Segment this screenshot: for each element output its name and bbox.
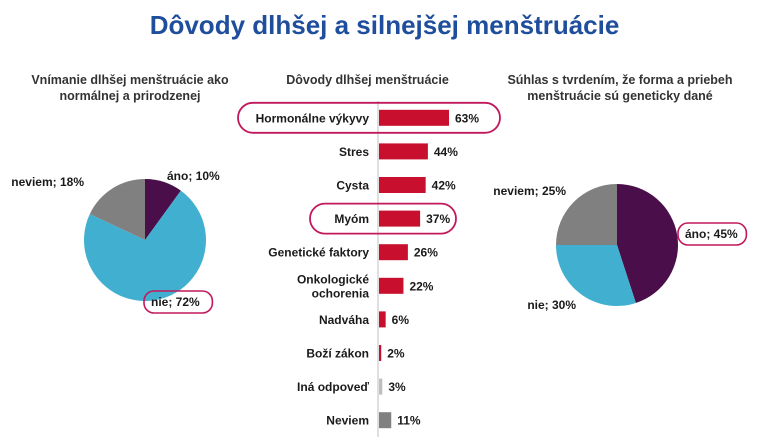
pie2-label-0: áno; 45%	[685, 227, 738, 241]
pie0-label-0: áno; 10%	[167, 169, 220, 183]
bar-highlight-hormonalne	[237, 101, 501, 134]
bar-highlight-myom	[309, 202, 457, 235]
bar-value-label-3: 37%	[426, 212, 450, 226]
bar-7	[379, 345, 382, 361]
bar-0	[379, 109, 449, 126]
bar-value-label-4: 26%	[414, 246, 438, 260]
bar-4	[379, 244, 408, 261]
bar-value-label-2: 42%	[432, 179, 456, 193]
bar-5	[379, 277, 404, 294]
page-title: Dôvody dlhšej a silnejšej menštruácie	[149, 10, 620, 40]
pie0-label-1: nie; 72%	[151, 295, 200, 309]
pie2-label-2: neviem; 25%	[493, 184, 566, 198]
bar-value-label-9: 11%	[397, 414, 421, 428]
pie0-label-2: neviem; 18%	[11, 175, 84, 189]
bar-6	[379, 311, 386, 328]
bar-value-label-7: 2%	[387, 347, 405, 361]
pie2-label-1: nie; 30%	[527, 298, 576, 312]
pie2-title: Súhlas s tvrdením, že forma a priebeh me…	[507, 73, 733, 103]
bar-chart-title: Dôvody dlhšej menštruácie	[286, 73, 449, 87]
bar-category-label-7: Boží zákon	[306, 347, 369, 361]
bar-value-label-6: 6%	[392, 313, 410, 327]
bar-category-label-3: Myóm	[334, 212, 369, 226]
bar-category-label-9: Neviem	[326, 414, 369, 428]
bar-category-label-6: Nadváha	[319, 313, 369, 327]
pie2-highlight-0	[677, 222, 748, 246]
pie2-slice-1	[556, 245, 636, 306]
bar-value-label-1: 44%	[434, 145, 458, 159]
pie0-slice-2	[89, 179, 145, 240]
bar-category-label-8: Iná odpoveď	[297, 380, 369, 394]
pie1-title: Vnímanie dlhšej menštruácie ako normálne…	[31, 73, 229, 103]
pie2-slice-2	[556, 184, 617, 245]
bar-1	[379, 143, 428, 160]
pie0-slice-0	[145, 179, 181, 240]
bar-category-label-4: Genetické faktory	[268, 246, 369, 260]
bar-2	[379, 177, 426, 193]
bar-category-label-5-line-1: ochorenia	[312, 286, 370, 300]
bar-category-label-2: Cysta	[336, 179, 369, 193]
bar-value-label-0: 63%	[455, 111, 479, 125]
pie0-highlight-1	[143, 290, 214, 314]
pie0-slice-1	[83, 190, 206, 301]
bar-9	[379, 412, 392, 429]
bar-category-label-1: Stres	[339, 145, 369, 159]
pie2-slice-0	[617, 184, 678, 304]
bar-category-label-0: Hormonálne výkyvy	[256, 111, 370, 125]
bar-3	[379, 210, 421, 227]
bar-8	[379, 378, 383, 395]
bar-value-label-8: 3%	[388, 380, 406, 394]
bar-category-label-5-line-0: Onkologické	[297, 272, 369, 286]
bar-value-label-5: 22%	[409, 279, 433, 293]
